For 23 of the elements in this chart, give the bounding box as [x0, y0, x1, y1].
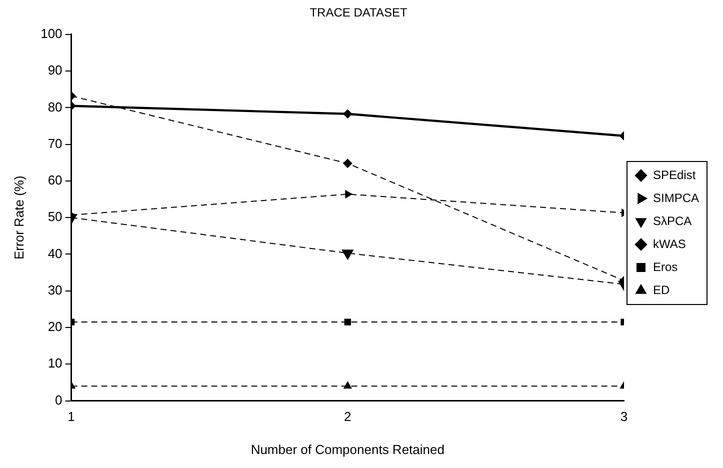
chart-title: TRACE DATASET [310, 6, 408, 20]
legend-label: Eros [652, 260, 678, 274]
legend-label: SλPCA [652, 214, 692, 228]
legend-label: SIMPCA [652, 190, 700, 205]
legend-label: ED [652, 282, 670, 297]
y-tick-label: 90 [48, 62, 62, 78]
x-tick-label: 1 [68, 409, 75, 424]
y-tick-label: 40 [48, 246, 62, 261]
y-tick-label: 50 [48, 209, 62, 224]
x-tick-label: 2 [344, 409, 352, 424]
y-tick-label: 10 [48, 356, 62, 371]
legend-label: SPEdist [652, 168, 696, 182]
y-tick-label: 60 [48, 172, 62, 188]
y-tick-label: 100 [40, 26, 62, 41]
y-tick-label: 20 [48, 319, 62, 334]
y-tick-label: 80 [48, 99, 62, 114]
legend-label: kWAS [652, 236, 686, 251]
x-axis-title: Number of Components Retained [250, 442, 444, 457]
y-tick-label: 70 [48, 136, 62, 151]
x-tick-label: 3 [620, 409, 628, 424]
y-axis-title: Error Rate (%) [11, 176, 26, 260]
y-tick-label: 30 [48, 282, 62, 298]
y-tick-label: 0 [55, 392, 62, 408]
